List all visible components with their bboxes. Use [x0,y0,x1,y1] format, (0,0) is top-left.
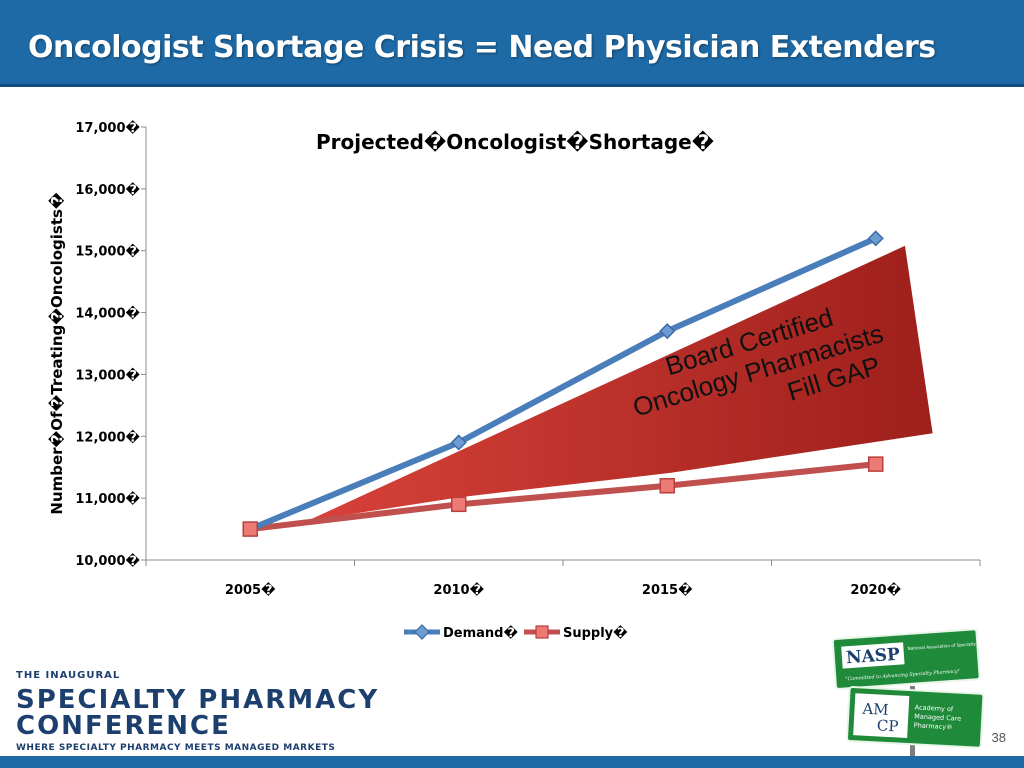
title-bar: Oncologist Shortage Crisis = Need Physic… [0,0,1024,87]
logo-line-specialty: SPECIALTY PHARMACY [16,685,380,715]
logo-line-conference: CONFERENCE [16,711,231,741]
amcp-abbr-bottom: CP [876,716,898,735]
amcp-name: Academy ofManaged CarePharmacy® [914,703,962,731]
gap-wedge [299,242,935,525]
supply-point [868,456,884,472]
slide-title: Oncologist Shortage Crisis = Need Physic… [28,30,936,65]
y-tick-label: 14,000� [75,306,140,322]
legend-supply-marker [535,625,549,639]
y-tick-label: 13,000� [75,367,140,383]
amcp-name-line: Academy of [915,703,955,713]
logo-tagline: WHERE SPECIALTY PHARMACY MEETS MANAGED M… [16,743,336,753]
demand-series-line [249,235,877,532]
nasp-name: National Association of Specialty Pharma… [907,640,988,651]
demand-point [659,323,676,340]
supply-point [451,496,467,513]
amcp-name-line: Pharmacy® [914,721,953,731]
supply-series-line [249,461,877,533]
association-signpost: NASP National Association of Specialty P… [831,628,988,756]
y-tick-label: 16,000� [75,182,140,198]
y-tick-label: 12,000� [75,429,140,445]
demand-point [450,434,467,451]
y-tick-label: 15,000� [75,244,140,260]
logo-line-inaugural: THE INAUGURAL [16,670,121,681]
supply-point [659,478,675,494]
amcp-logo-badge [853,693,910,738]
chart-legend: Demand� Supply� [404,624,628,641]
projected-oncologist-chart: Projected�Oncologist�Shortage� 10,000� 11,… [47,120,981,641]
chart-title: Projected�Oncologist�Shortage� [316,130,714,154]
demand-point [867,230,884,247]
amcp-sign: AM CP Academy ofManaged CarePharmacy® [846,686,985,749]
y-tick-label: 10,000� [75,553,140,569]
y-tick-label: 11,000� [75,491,140,507]
legend-demand-marker [414,624,430,640]
nasp-sign: NASP National Association of Specialty P… [831,628,988,690]
legend-supply-label: Supply� [563,625,628,641]
amcp-abbr-top: AM [861,700,889,719]
x-tick-label: 2015� [642,582,693,598]
nasp-logo-badge [841,642,905,669]
y-axis-label: Number�Of�Treating�Oncologists� [47,192,66,515]
x-tick-label: 2020� [850,582,901,598]
supply-point [242,521,258,537]
page-number: 38 [991,730,1006,745]
y-tick-label: 17,000� [75,120,140,136]
conference-logo: THE INAUGURAL SPECIALTY PHARMACY CONFERE… [16,670,379,753]
x-tick-label: 2005� [225,582,276,598]
amcp-name-line: Managed Care [914,712,961,722]
x-tick-label: 2010� [433,582,484,598]
legend-demand-label: Demand� [443,625,518,641]
bottom-bar [0,756,1024,768]
nasp-abbr: NASP [845,645,900,669]
